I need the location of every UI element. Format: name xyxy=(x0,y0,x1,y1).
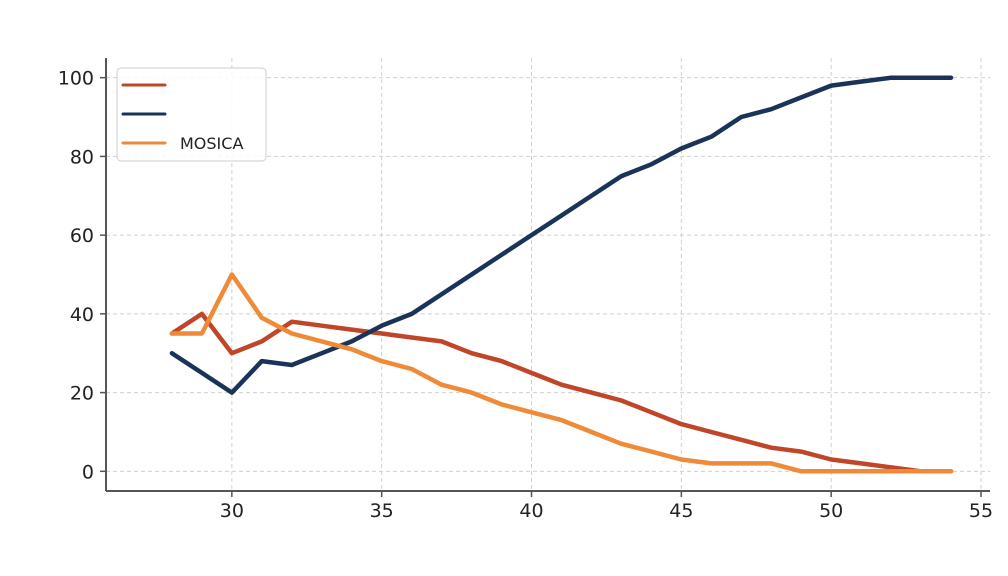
x-tick-label: 30 xyxy=(220,500,244,522)
legend: MOSICA xyxy=(116,67,267,162)
y-tick-label: 20 xyxy=(70,383,94,405)
series-line-3 xyxy=(169,272,954,474)
y-tick-label: 60 xyxy=(70,225,94,247)
tick-labels: 30 35 40 45 50 55 0 20 40 60 80 100 xyxy=(58,68,993,522)
series-line-2 xyxy=(169,75,954,395)
y-tick-label: 0 xyxy=(82,461,94,483)
legend-label-3: MOSICA xyxy=(180,134,243,153)
series-lines xyxy=(169,75,954,474)
grid xyxy=(106,58,990,491)
x-tick-label: 50 xyxy=(819,500,843,522)
y-tick-label: 40 xyxy=(70,304,94,326)
x-tick-label: 55 xyxy=(969,500,993,522)
axes xyxy=(100,58,990,497)
x-tick-label: 40 xyxy=(519,500,543,522)
x-tick-label: 45 xyxy=(669,500,693,522)
series-line-1 xyxy=(169,311,954,474)
y-tick-label: 100 xyxy=(58,68,94,90)
y-tick-label: 80 xyxy=(70,146,94,168)
x-tick-label: 35 xyxy=(370,500,394,522)
legend-box xyxy=(116,67,267,162)
